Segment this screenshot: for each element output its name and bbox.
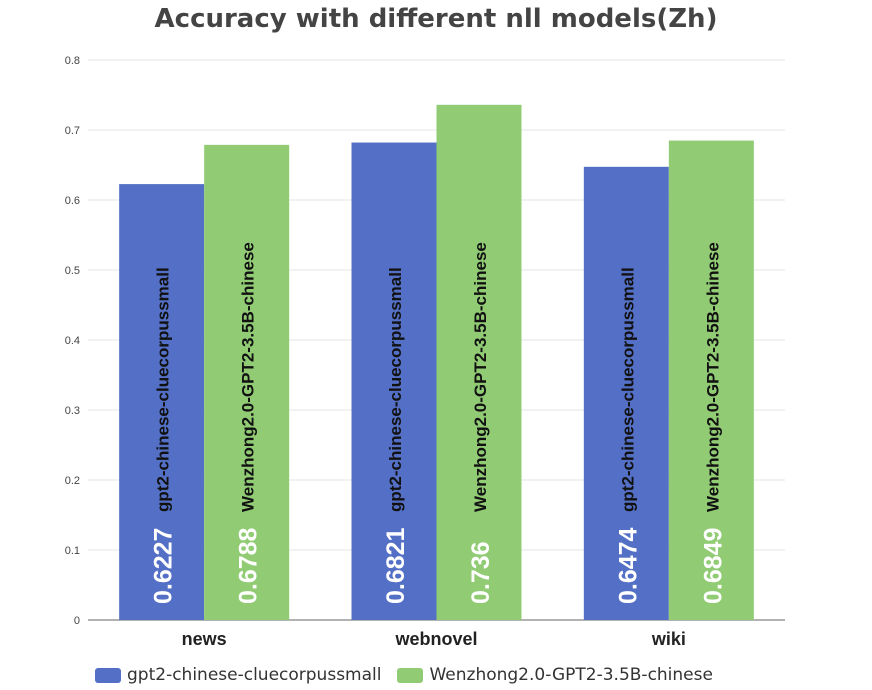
y-tick-label: 0.2 [65, 475, 80, 487]
y-tick-label: 0.4 [65, 335, 80, 347]
y-tick-label: 0.1 [65, 545, 80, 557]
x-tick-label: wiki [651, 629, 686, 649]
y-tick-label: 0.8 [65, 55, 80, 67]
bar-wiki-series-1[interactable] [583, 166, 669, 620]
y-tick-label: 0.6 [65, 195, 80, 207]
legend-swatch-series-2 [397, 667, 424, 683]
bar-value-label: 0.6821 [382, 527, 410, 604]
y-tick-label: 0.7 [65, 125, 80, 137]
legend-item-series-2[interactable]: Wenzhong2.0-GPT2-3.5B-chinese [397, 665, 713, 685]
bar-webnovel-series-2[interactable] [436, 104, 522, 621]
y-tick-label: 0.3 [65, 405, 80, 417]
bar-wiki-series-2[interactable] [668, 140, 754, 620]
bar-value-label: 0.6227 [150, 528, 178, 604]
legend-swatch-series-1 [95, 667, 121, 683]
x-tick-label: webnovel [394, 629, 477, 649]
y-tick-label: 0.5 [65, 265, 80, 277]
bar-value-label: 0.6474 [614, 527, 642, 604]
legend-label-series-1: gpt2-chinese-cluecorpussmall [127, 665, 382, 685]
bar-series-label: Wenzhong2.0-GPT2-3.5B-chinese [239, 242, 258, 512]
bar-series-label: gpt2-chinese-cluecorpussmall [386, 267, 405, 512]
bar-chart: 0 0.1 0.2 0.3 0.4 0.5 0.6 0.7 0.8 0.6227 gpt2-chin… [65, 55, 785, 649]
bar-value-label: 0.736 [467, 541, 495, 604]
legend-item-series-1[interactable]: gpt2-chinese-cluecorpussmall [95, 665, 381, 685]
legend[interactable]: gpt2-chinese-cluecorpussmall Wenzhong2.0… [95, 664, 729, 686]
bar-series-label: Wenzhong2.0-GPT2-3.5B-chinese [471, 242, 490, 512]
bar-news-series-2[interactable] [204, 144, 290, 620]
bar-series-label: gpt2-chinese-cluecorpussmall [618, 267, 637, 512]
bar-news-series-1[interactable] [119, 184, 205, 621]
bar-value-label: 0.6849 [699, 528, 727, 604]
y-tick-label: 0 [74, 615, 80, 627]
bar-value-label: 0.6788 [235, 527, 263, 604]
chart-title: Accuracy with different nll models(Zh) [154, 4, 718, 34]
bar-series-label: Wenzhong2.0-GPT2-3.5B-chinese [703, 242, 722, 512]
bar-webnovel-series-1[interactable] [351, 142, 437, 620]
legend-label-series-2: Wenzhong2.0-GPT2-3.5B-chinese [429, 665, 713, 685]
x-tick-label: news [182, 629, 227, 649]
bar-series-label: gpt2-chinese-cluecorpussmall [154, 267, 173, 512]
